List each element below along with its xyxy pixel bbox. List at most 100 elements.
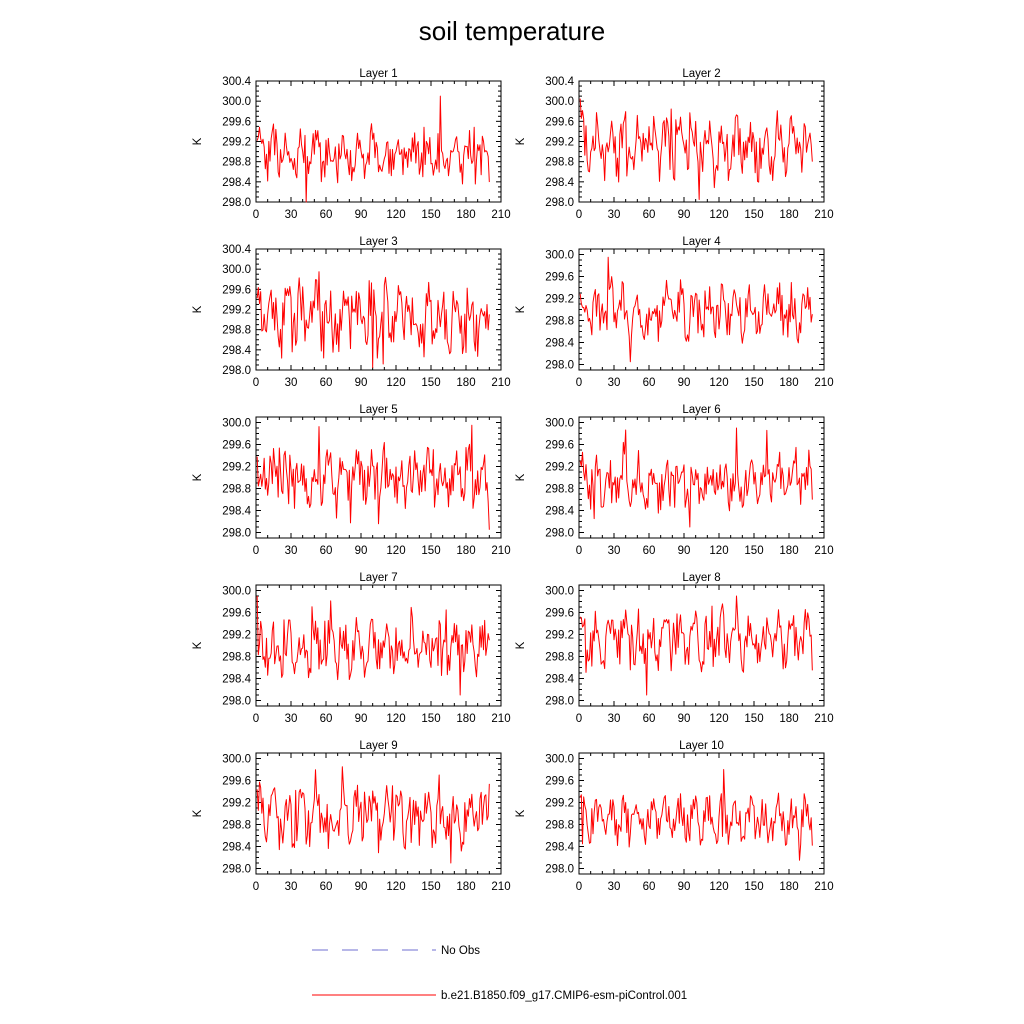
x-tick-label: 30 <box>608 209 621 221</box>
x-tick-label: 180 <box>456 713 475 725</box>
plot-frame <box>578 752 825 875</box>
x-tick-label: 210 <box>814 209 833 221</box>
x-tick-label: 0 <box>253 209 259 221</box>
x-tick-label: 120 <box>709 209 728 221</box>
x-tick-label: 210 <box>491 209 510 221</box>
x-tick-label: 180 <box>456 545 475 557</box>
x-tick-label: 210 <box>491 881 510 893</box>
y-tick-label: 299.2 <box>222 462 251 474</box>
y-axis-label: K <box>192 473 204 481</box>
panel-layer-6: Layer 6 K 0 30 60 90 120 150 180 210 298.0 298.4 298… <box>515 404 834 557</box>
y-tick-label: 299.2 <box>545 294 574 306</box>
x-tick-label: 150 <box>421 545 440 557</box>
y-tick-label: 299.6 <box>545 272 574 284</box>
panel-layer-9: Layer 9 K 0 30 60 90 120 150 180 210 298.0 298.4 298… <box>192 740 511 893</box>
panel-layer-3: Layer 3 K 0 30 60 90 120 150 180 210 298.0 298.4 298… <box>192 236 511 389</box>
panels: Layer 1 K 0 30 60 90 120 150 180 210 298.0 298.4 298… <box>192 68 834 893</box>
y-tick-label: 298.8 <box>222 157 251 169</box>
y-tick-label: 298.4 <box>222 345 251 357</box>
x-tick-label: 60 <box>320 881 333 893</box>
x-tick-label: 90 <box>678 377 691 389</box>
x-tick-label: 90 <box>678 881 691 893</box>
y-tick-label: 300.0 <box>222 754 251 766</box>
x-tick-label: 150 <box>421 377 440 389</box>
y-tick-label: 299.6 <box>545 608 574 620</box>
x-tick-label: 180 <box>779 377 798 389</box>
y-tick-label: 300.0 <box>545 418 574 430</box>
x-tick-label: 0 <box>253 545 259 557</box>
x-tick-label: 210 <box>491 545 510 557</box>
x-tick-label: 0 <box>253 713 259 725</box>
y-tick-label: 299.2 <box>222 630 251 642</box>
legend-model-label: b.e21.B1850.f09_g17.CMIP6-esm-piControl.… <box>441 990 687 1002</box>
x-tick-label: 150 <box>744 377 763 389</box>
y-tick-label: 300.0 <box>545 754 574 766</box>
x-tick-label: 0 <box>576 881 582 893</box>
y-axis-label: K <box>192 809 204 817</box>
x-tick-label: 30 <box>608 713 621 725</box>
y-tick-label: 300.0 <box>222 418 251 430</box>
y-tick-label: 298.0 <box>222 365 251 377</box>
y-axis-label: K <box>192 137 204 145</box>
y-tick-label: 299.6 <box>222 608 251 620</box>
y-tick-label: 298.4 <box>545 177 574 189</box>
y-tick-label: 298.4 <box>545 842 574 854</box>
y-tick-label: 298.8 <box>222 484 251 496</box>
y-axis-label: K <box>192 305 204 313</box>
x-tick-label: 30 <box>285 713 298 725</box>
x-tick-label: 30 <box>608 881 621 893</box>
series-line-model <box>256 766 490 864</box>
y-tick-label: 300.4 <box>222 76 251 88</box>
panel-title: Layer 6 <box>682 404 720 416</box>
panel-title: Layer 10 <box>679 740 724 752</box>
series-line-model <box>579 256 813 363</box>
y-tick-label: 299.2 <box>545 462 574 474</box>
y-tick-label: 300.4 <box>545 76 574 88</box>
x-tick-label: 90 <box>678 209 691 221</box>
y-tick-label: 298.0 <box>545 696 574 708</box>
x-tick-label: 60 <box>643 881 656 893</box>
y-tick-label: 298.0 <box>222 197 251 209</box>
y-tick-label: 298.0 <box>222 528 251 540</box>
y-tick-label: 298.4 <box>222 177 251 189</box>
x-tick-label: 180 <box>456 881 475 893</box>
y-tick-label: 298.0 <box>545 528 574 540</box>
x-tick-label: 60 <box>320 545 333 557</box>
series-line-model <box>256 95 490 203</box>
x-tick-label: 150 <box>744 545 763 557</box>
x-tick-label: 150 <box>744 209 763 221</box>
x-tick-label: 90 <box>355 545 368 557</box>
x-tick-label: 60 <box>320 209 333 221</box>
x-tick-label: 0 <box>576 377 582 389</box>
x-tick-label: 120 <box>386 881 405 893</box>
x-tick-label: 150 <box>421 881 440 893</box>
panel-title: Layer 7 <box>359 572 397 584</box>
panel-title: Layer 5 <box>359 404 397 416</box>
x-tick-label: 180 <box>779 209 798 221</box>
y-axis-label: K <box>515 137 527 145</box>
x-tick-label: 120 <box>386 713 405 725</box>
panel-layer-8: Layer 8 K 0 30 60 90 120 150 180 210 298.0 298.4 298… <box>515 572 834 725</box>
series-line-model <box>256 424 490 530</box>
x-tick-label: 120 <box>386 377 405 389</box>
y-tick-label: 298.0 <box>545 864 574 876</box>
x-tick-label: 150 <box>421 713 440 725</box>
y-tick-label: 298.8 <box>545 157 574 169</box>
y-tick-label: 299.6 <box>222 116 251 128</box>
x-tick-label: 210 <box>814 713 833 725</box>
y-tick-label: 298.0 <box>545 360 574 372</box>
legend-obs-label: No Obs <box>441 945 480 957</box>
x-tick-label: 90 <box>678 713 691 725</box>
series-line-model <box>579 98 813 200</box>
x-tick-label: 150 <box>421 209 440 221</box>
panel-layer-2: Layer 2 K 0 30 60 90 120 150 180 210 298.0 298.4 298… <box>515 68 834 221</box>
x-tick-label: 90 <box>355 881 368 893</box>
x-tick-label: 120 <box>386 209 405 221</box>
y-tick-label: 299.6 <box>545 116 574 128</box>
panel-title: Layer 4 <box>682 236 721 248</box>
plot-frame <box>255 248 502 371</box>
x-tick-label: 180 <box>779 713 798 725</box>
panel-title: Layer 1 <box>359 68 397 80</box>
y-axis-label: K <box>515 641 527 649</box>
